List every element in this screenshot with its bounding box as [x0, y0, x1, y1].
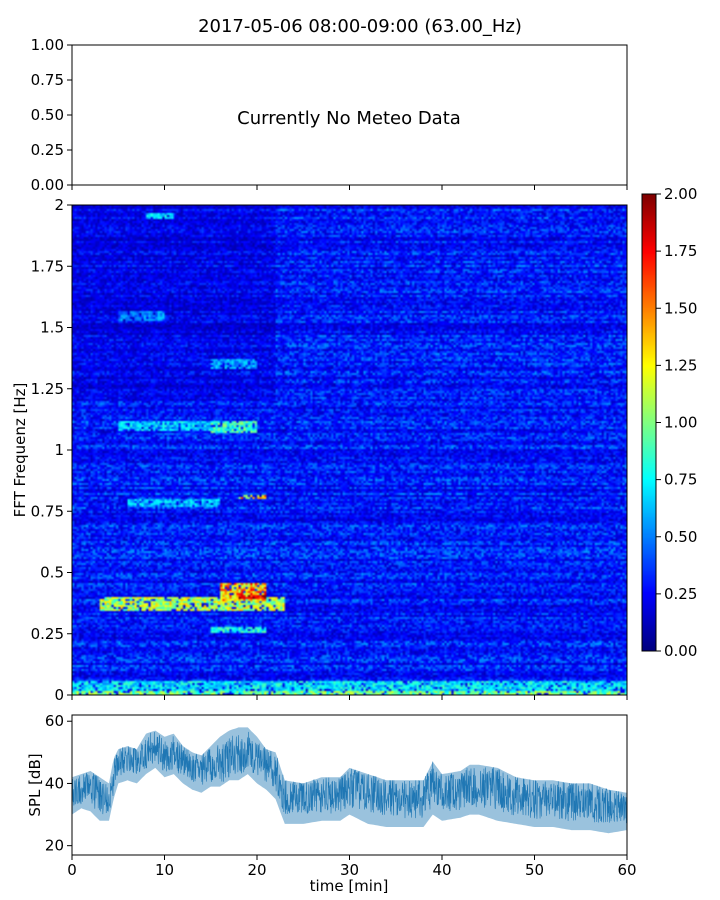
spl-x-tick-label: 60: [617, 861, 636, 879]
spl-panel: 20 40 60 0 10 20 30 40 50 60 SPL [dB] time [min]: [26, 712, 637, 895]
meteo-y-tick-label: 0.75: [31, 71, 64, 89]
colorbar-tick-label: 1.50: [664, 299, 697, 317]
colorbar-tick-label: 1.75: [664, 242, 697, 260]
spectrogram-y-label: FFT Frequenz [Hz]: [11, 383, 29, 518]
spectrogram-y-tick-label: 0.5: [40, 564, 64, 582]
spectrogram-y-tick-label: 0.75: [31, 502, 64, 520]
spectrogram-y-tick-label: 1.75: [31, 257, 64, 275]
spl-y-tick-label: 60: [45, 712, 64, 730]
spectrogram-y-tick-label: 0: [54, 686, 64, 704]
spl-y-label: SPL [dB]: [26, 753, 44, 816]
meteo-y-tick-label: 0.50: [31, 106, 64, 124]
spl-x-tick-label: 0: [67, 861, 77, 879]
spl-x-tick-label: 10: [155, 861, 174, 879]
meteo-y-tick-label: 0.25: [31, 141, 64, 159]
figure-title: 2017-05-06 08:00-09:00 (63.00_Hz): [198, 16, 522, 37]
spectrogram-y-tick-label: 1: [54, 441, 64, 459]
spl-x-tick-label: 40: [432, 861, 451, 879]
meteo-y-tick-label: 0.00: [31, 176, 64, 194]
colorbar-tick-label: 0.25: [664, 585, 697, 603]
colorbar-tick-label: 1.00: [664, 414, 697, 432]
colorbar-tick-label: 0.00: [664, 642, 697, 660]
spectrogram-y-ticks: 0 0.25 0.5 0.75 1 1.25 1.5 1.75 2: [31, 196, 72, 704]
spectrogram-y-tick-label: 1.5: [40, 319, 64, 337]
spectrogram-y-tick-label: 2: [54, 196, 64, 214]
colorbar: 0.00 0.25 0.50 0.75 1.00 1.25 1.50 1.75 2.00: [641, 185, 697, 660]
colorbar-ticks: 0.00 0.25 0.50 0.75 1.00 1.25 1.50 1.75 2.00: [656, 185, 697, 660]
spectrogram-y-tick-label: 0.25: [31, 625, 64, 643]
colorbar-tick-label: 0.50: [664, 528, 697, 546]
spectrogram-x-ticks: [71, 695, 628, 700]
spectrogram-y-tick-label: 1.25: [31, 380, 64, 398]
spl-noise-band: [72, 727, 627, 834]
colorbar-tick-label: 0.75: [664, 471, 697, 489]
spl-x-ticks: 0 10 20 30 40 50 60: [67, 855, 637, 879]
meteo-panel: 0.00 0.25 0.50 0.75 1.00 Currently No Meteo …: [31, 36, 628, 194]
spectrogram-heatmap: [72, 205, 627, 695]
spl-y-tick-label: 40: [45, 774, 64, 792]
colorbar-tick-label: 1.25: [664, 356, 697, 374]
spl-y-tick-label: 20: [45, 837, 64, 855]
colorbar-tick-label: 2.00: [664, 185, 697, 203]
colorbar-gradient: [642, 194, 656, 651]
spl-signal-trace: [71, 731, 628, 824]
meteo-axes-frame: [71, 44, 628, 186]
spl-x-tick-label: 50: [525, 861, 544, 879]
spl-y-ticks: 20 40 60: [45, 712, 72, 855]
spl-axes-frame: [72, 715, 627, 855]
meteo-x-ticks: [71, 185, 628, 190]
spl-x-label: time [min]: [310, 877, 389, 895]
meteo-y-tick-label: 1.00: [31, 36, 64, 54]
spl-x-tick-label: 30: [340, 861, 359, 879]
no-meteo-message: Currently No Meteo Data: [237, 108, 461, 129]
meteo-y-ticks: 0.00 0.25 0.50 0.75 1.00: [31, 36, 72, 194]
spectrogram-panel: 0 0.25 0.5 0.75 1 1.25 1.5 1.75 2 FFT Frequenz […: [11, 196, 628, 704]
spl-x-tick-label: 20: [247, 861, 266, 879]
